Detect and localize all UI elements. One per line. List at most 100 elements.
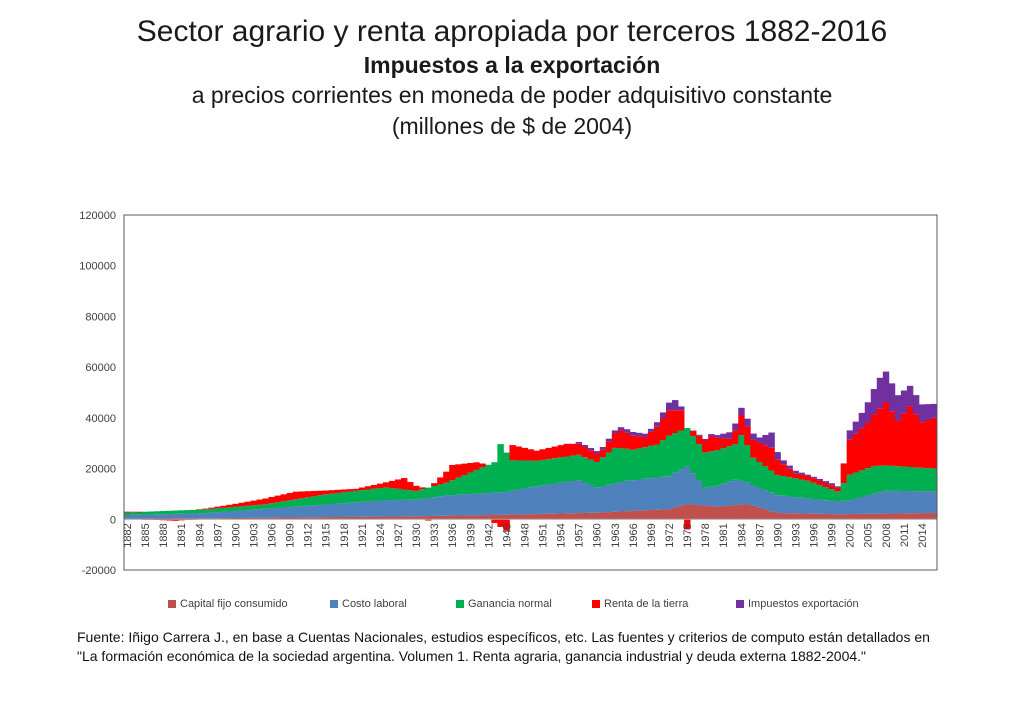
bar-segment [352,490,360,503]
bar-segment [792,497,799,514]
bar-segment [124,511,131,513]
bar-segment [641,447,649,479]
bar-segment [774,474,781,496]
bar-segment [196,513,203,519]
bar-segment [726,505,733,520]
x-tick-label: 1912 [303,523,315,547]
bar-segment [587,450,595,460]
bar-segment [340,516,348,520]
bar-segment [184,510,191,514]
x-tick-label: 1945 [501,523,513,547]
bar-segment [629,435,637,450]
bar-segment [684,504,691,520]
x-tick-label: 1975 [682,523,694,547]
bar-segment [732,423,739,431]
bar-segment [690,504,697,520]
bar-segment [599,486,607,513]
bar-segment [852,421,860,434]
bar-segment [575,442,583,444]
bar-segment [172,510,179,514]
bar-segment [629,480,637,511]
bar-segment [250,517,257,520]
bar-segment [708,451,715,487]
legend-swatch [330,600,338,608]
bar-segment [370,484,378,489]
bar-segment [912,395,920,415]
bar-segment [364,516,372,520]
bar-segment [407,481,414,491]
bar-segment [467,515,474,520]
bar-segment [256,499,263,505]
bar-segment [750,457,757,486]
bar-segment [358,501,366,517]
bar-segment [184,513,191,519]
bar-segment [653,509,661,520]
bar-segment [593,487,601,513]
bar-segment [756,442,763,462]
bar-segment [930,468,938,492]
bar-segment [208,512,215,519]
bar-segment [166,510,173,514]
bar-segment [376,488,384,501]
bar-segment [641,436,649,448]
x-tick-label: 1984 [736,523,748,547]
bar-segment [587,484,595,513]
bar-segment [894,490,902,514]
bar-segment [726,446,733,482]
bar-segment [852,433,860,473]
bar-segment [401,478,408,490]
bar-segment [214,508,221,513]
bar-segment [684,466,691,505]
bar-segment [358,490,366,502]
bar-segment [726,481,733,506]
bar-segment [443,482,450,496]
y-tick-label: 40000 [85,413,116,425]
bar-segment [226,511,233,519]
bar-segment [479,493,486,516]
bar-segment [587,448,595,451]
bar-segment [569,443,577,456]
bar-segment [262,504,269,509]
bar-segment [714,437,721,451]
bar-segment [569,480,577,514]
bar-segment [810,478,817,483]
bar-segment [298,498,306,507]
bar-segment [515,489,522,515]
bar-segment [708,436,715,452]
bar-segment [322,517,330,520]
bar-segment [780,460,787,465]
bar-segment [142,514,149,519]
bar-segment [539,485,546,514]
bar-segment [894,395,902,421]
bar-segment [461,494,468,516]
bar-segment [539,459,546,486]
bar-segment [714,506,721,520]
bar-segment [130,512,137,515]
bar-segment [268,517,275,520]
bar-segment [876,465,884,493]
bars-layer [124,371,938,531]
bar-segment [388,500,396,517]
bar-segment [623,429,631,433]
bar-segment [539,513,546,520]
bar-segment [178,513,185,519]
bar-segment [455,494,462,516]
bar-segment [172,513,179,519]
bar-segment [226,507,233,512]
bar-segment [647,478,655,511]
bar-segment [672,472,679,508]
bar-segment [172,519,179,521]
bar-segment [786,465,793,469]
bar-segment [551,458,558,484]
bar-segment [882,371,890,403]
bar-segment [792,473,799,479]
bar-segment [858,428,866,471]
bar-segment [816,480,823,485]
bar-segment [888,465,896,491]
bar-segment [485,464,492,493]
bar-segment [900,491,908,514]
bar-segment [202,508,209,510]
bar-segment [413,516,420,520]
bar-segment [557,482,565,514]
bar-segment [256,517,263,520]
